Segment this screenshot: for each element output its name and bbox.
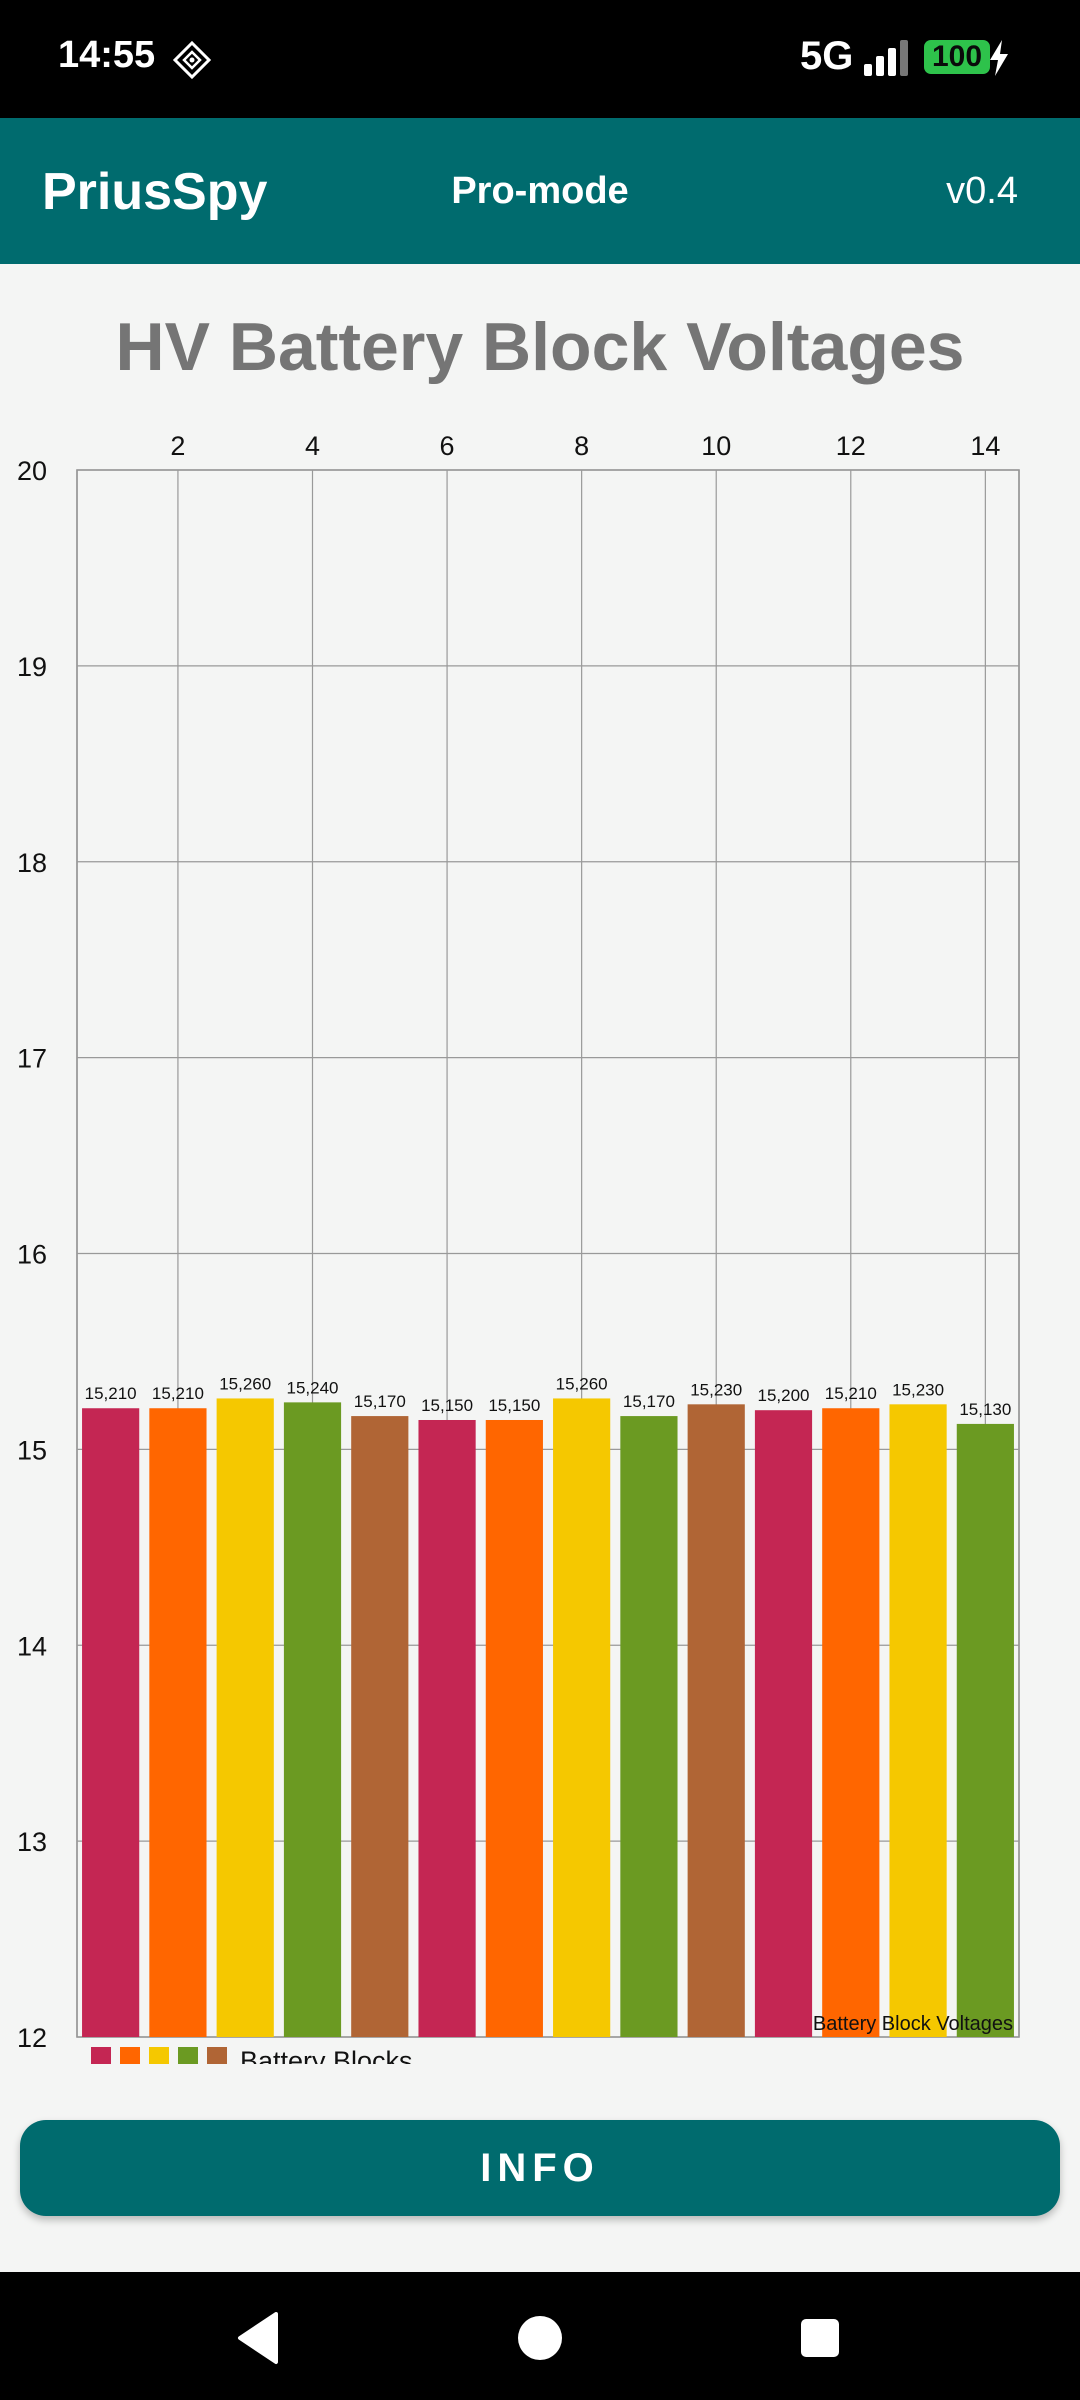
status-time: 14:55 <box>58 34 156 76</box>
legend-label: Battery Blocks <box>240 2046 413 2064</box>
chart-description: Battery Block Voltages <box>813 2013 1013 2035</box>
bar-value-label: 15,210 <box>152 1384 204 1403</box>
bar-value-label: 15,260 <box>556 1374 608 1393</box>
charging-icon <box>990 40 1008 76</box>
legend-swatch <box>149 2047 169 2064</box>
app-bar: PriusSpy Pro-mode v0.4 <box>0 118 1080 264</box>
x-tick-label: 8 <box>574 431 589 461</box>
chart-svg: HV Battery Block Voltages 2 4 6 8 10 12 14 121… <box>17 309 1020 2064</box>
bar <box>216 1398 274 2037</box>
bar-value-label: 15,200 <box>758 1386 810 1405</box>
location-icon <box>172 40 212 80</box>
bar-value-label: 15,210 <box>825 1384 877 1403</box>
home-icon[interactable] <box>510 2308 570 2368</box>
chart-title: HV Battery Block Voltages <box>115 309 964 385</box>
bar <box>149 1408 207 2037</box>
bar-value-label: 15,170 <box>623 1392 675 1411</box>
version-label: v0.4 <box>946 170 1018 212</box>
y-tick-label: 17 <box>17 1044 47 1074</box>
bar <box>485 1419 543 2037</box>
bar-value-label: 15,130 <box>959 1400 1011 1419</box>
bar-value-label: 15,230 <box>892 1380 944 1399</box>
back-icon[interactable] <box>230 2308 290 2368</box>
bars <box>82 1398 1014 2037</box>
network-type: 5G <box>800 34 854 78</box>
bar-value-label: 15,240 <box>287 1378 339 1397</box>
x-axis-ticks: 2 4 6 8 10 12 14 <box>170 431 1000 461</box>
y-tick-label: 16 <box>17 1240 47 1270</box>
y-tick-label: 20 <box>17 456 47 486</box>
bar <box>553 1398 611 2037</box>
legend-swatch <box>178 2047 198 2064</box>
bar <box>620 1416 678 2037</box>
y-tick-label: 14 <box>17 1631 47 1661</box>
y-tick-label: 15 <box>17 1435 47 1465</box>
bar-value-label: 15,260 <box>219 1374 271 1393</box>
legend-swatch <box>207 2047 227 2064</box>
bar-value-label: 15,170 <box>354 1392 406 1411</box>
bar <box>418 1419 476 2037</box>
x-tick-label: 4 <box>305 431 320 461</box>
recents-icon[interactable] <box>790 2308 850 2368</box>
y-axis-ticks: 12 13 14 15 16 17 18 19 20 <box>17 456 47 2053</box>
y-tick-label: 18 <box>17 848 47 878</box>
battery-level: 100 <box>924 40 990 74</box>
bar-value-label: 15,230 <box>690 1380 742 1399</box>
value-labels: 15,210 15,210 15,260 15,240 15,170 15,150 15,1… <box>85 1374 1012 1418</box>
bar-value-label: 15,150 <box>488 1396 540 1415</box>
bar-value-label: 15,210 <box>85 1384 137 1403</box>
x-tick-label: 2 <box>170 431 185 461</box>
x-tick-label: 10 <box>701 431 731 461</box>
y-tick-label: 12 <box>17 2023 47 2053</box>
battery-chart: HV Battery Block Voltages 2 4 6 8 10 12 14 12 1… <box>0 264 1080 2064</box>
status-bar: 14:55 5G 100 <box>0 0 1080 118</box>
y-tick-label: 19 <box>17 652 47 682</box>
x-tick-label: 6 <box>440 431 455 461</box>
bar <box>82 1408 140 2037</box>
bar-value-label: 15,150 <box>421 1396 473 1415</box>
bar <box>687 1404 745 2037</box>
navigation-bar <box>0 2272 1080 2400</box>
bar <box>822 1408 880 2037</box>
x-tick-label: 14 <box>970 431 1000 461</box>
app-title: PriusSpy <box>42 163 268 221</box>
bar <box>754 1410 813 2037</box>
y-tick-label: 13 <box>17 1827 47 1857</box>
legend-swatch <box>120 2047 140 2064</box>
bar <box>283 1402 342 2037</box>
bar <box>956 1423 1014 2037</box>
signal-icon <box>864 40 908 76</box>
legend <box>91 2047 227 2064</box>
x-tick-label: 12 <box>836 431 866 461</box>
bar <box>889 1404 947 2037</box>
mode-label: Pro-mode <box>451 170 629 212</box>
legend-swatch <box>91 2047 111 2064</box>
bar <box>351 1416 409 2037</box>
info-button[interactable]: INFO <box>20 2120 1060 2216</box>
